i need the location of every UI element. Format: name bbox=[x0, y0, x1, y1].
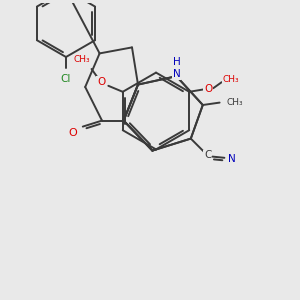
Text: CH₃: CH₃ bbox=[74, 55, 90, 64]
Text: C: C bbox=[204, 150, 211, 161]
Text: CH₃: CH₃ bbox=[227, 98, 244, 107]
Text: CH₃: CH₃ bbox=[223, 75, 240, 84]
Text: O: O bbox=[97, 77, 105, 87]
Text: N: N bbox=[228, 154, 236, 164]
Text: O: O bbox=[204, 84, 213, 94]
Text: N: N bbox=[172, 69, 180, 79]
Text: O: O bbox=[69, 128, 78, 138]
Text: H: H bbox=[172, 57, 180, 67]
Text: Cl: Cl bbox=[61, 74, 71, 84]
